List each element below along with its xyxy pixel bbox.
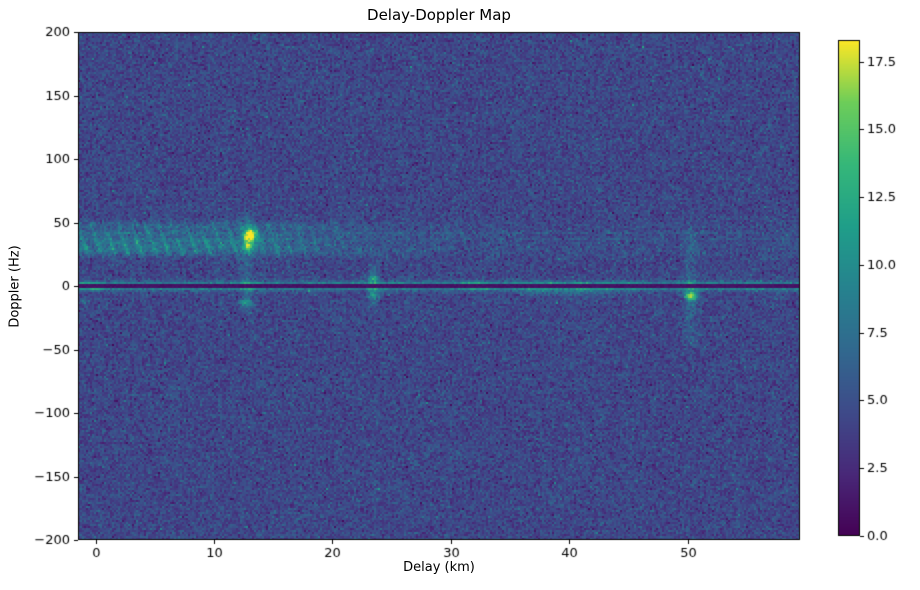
y-axis-label-wrap: Doppler (Hz) <box>0 32 30 540</box>
y-axis-label: Doppler (Hz) <box>7 244 23 328</box>
chart-title: Delay-Doppler Map <box>367 6 511 24</box>
x-axis-label: Delay (km) <box>403 560 475 575</box>
